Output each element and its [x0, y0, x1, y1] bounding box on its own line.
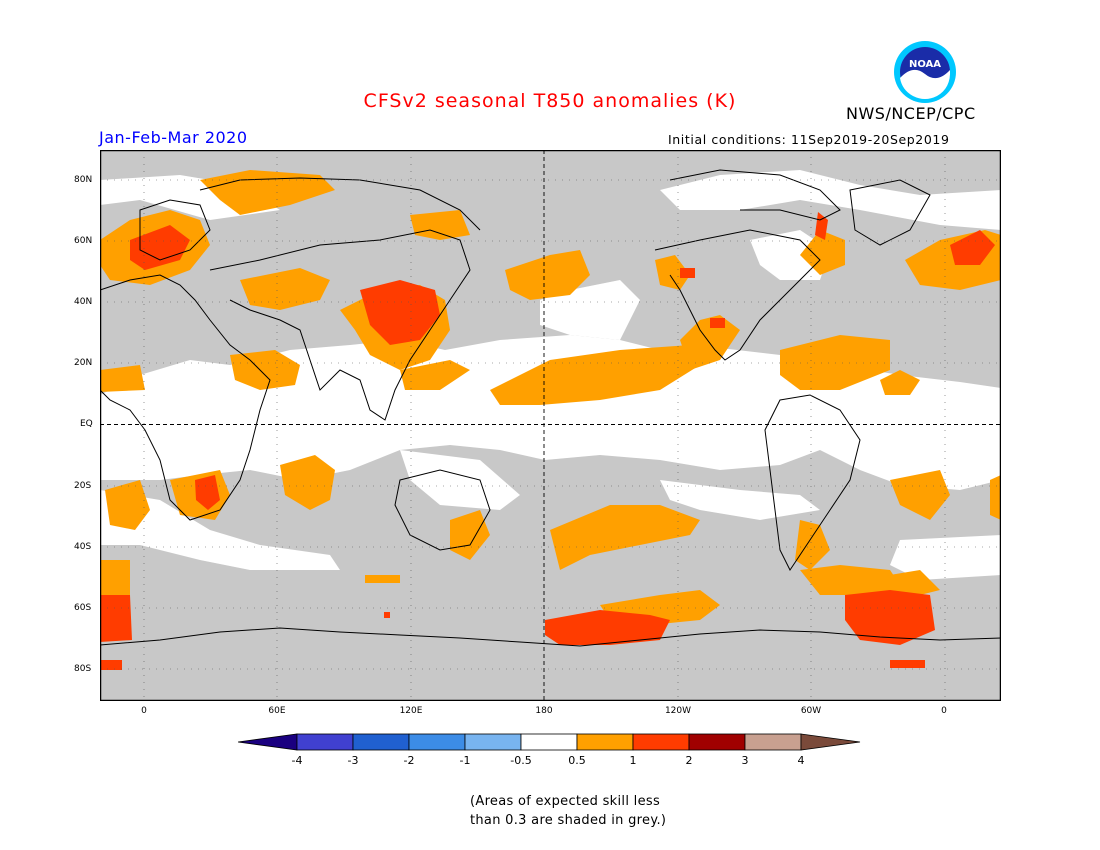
skill-note: (Areas of expected skill less than 0.3 a… — [470, 792, 730, 830]
map-title: CFSv2 seasonal T850 anomalies (K) — [363, 90, 737, 112]
lat-label-60n: 60N — [74, 236, 93, 246]
lat-label-40s: 40S — [74, 542, 92, 552]
lat-label-80s: 80S — [74, 664, 92, 674]
lat-label-eq: EQ — [80, 419, 93, 429]
lon-label-120w: 120W — [664, 706, 692, 716]
colorbar-label-minus2: -2 — [403, 754, 415, 767]
map-frame — [100, 150, 1001, 701]
lat-label-60s: 60S — [74, 603, 92, 613]
skill-note-line-2: than 0.3 are shaded in grey.) — [470, 813, 667, 828]
colorbar-label-4: 4 — [797, 754, 805, 767]
colorbar-label-minus4: -4 — [291, 754, 303, 767]
initial-conditions-label: Initial conditions: 11Sep2019-20Sep2019 — [668, 132, 950, 147]
lon-label-60w: 60W — [800, 706, 822, 716]
lat-label-80n: 80N — [74, 175, 93, 185]
lon-label-120e: 120E — [399, 706, 423, 716]
graticule — [100, 150, 1001, 701]
lat-label-20s: 20S — [74, 481, 92, 491]
colorbar-label-0-5: 0.5 — [568, 754, 586, 767]
agency-label: NWS/NCEP/CPC — [846, 104, 976, 123]
lon-label-0-east: 0 — [941, 706, 947, 716]
lon-label-0: 0 — [141, 706, 147, 716]
anomaly-map — [100, 150, 1001, 701]
lat-label-20n: 20N — [74, 358, 93, 368]
noaa-logo-icon: NOAA — [894, 41, 956, 103]
lon-label-180: 180 — [535, 706, 553, 716]
lat-label-40n: 40N — [74, 297, 93, 307]
anomaly-1-2-regions — [100, 212, 995, 670]
skill-note-line-1: (Areas of expected skill less — [470, 794, 661, 809]
colorbar-label-minus1: -1 — [459, 754, 471, 767]
colorbar-label-2: 2 — [685, 754, 693, 767]
colorbar-label-minus0-5: -0.5 — [510, 754, 532, 767]
colorbar-label-1: 1 — [629, 754, 637, 767]
noaa-logo-text: NOAA — [909, 59, 941, 70]
lon-label-60e: 60E — [268, 706, 286, 716]
colorbar-label-minus3: -3 — [347, 754, 359, 767]
color-scale-bar — [238, 733, 861, 751]
season-label: Jan-Feb-Mar 2020 — [99, 128, 248, 147]
colorbar-label-3: 3 — [741, 754, 749, 767]
coastlines — [100, 169, 1001, 647]
